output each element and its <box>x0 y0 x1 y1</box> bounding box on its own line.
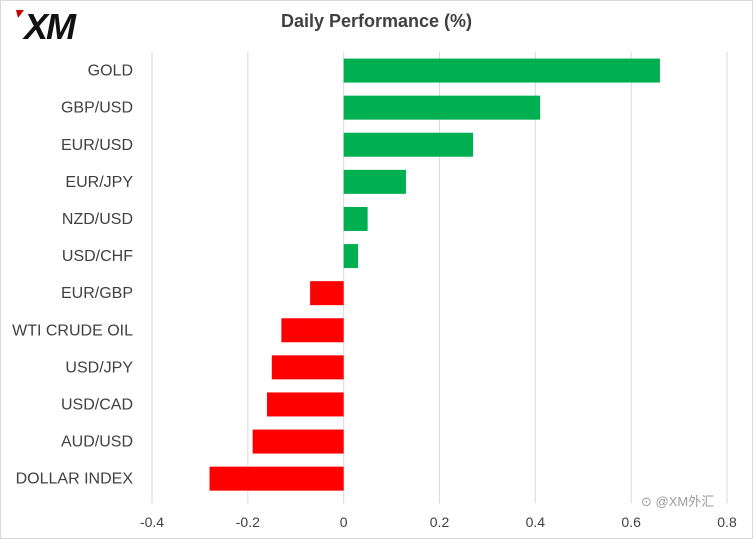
bars <box>209 58 660 491</box>
logo-text: XM <box>22 6 77 46</box>
category-label: GOLD <box>88 63 133 80</box>
category-label: DOLLAR INDEX <box>16 471 134 488</box>
category-label: USD/JPY <box>65 359 133 376</box>
watermark: ⊙ @XM外汇 <box>641 494 715 509</box>
category-label: EUR/USD <box>61 137 133 154</box>
bar <box>267 392 344 417</box>
category-label: AUD/USD <box>61 434 133 451</box>
category-label: EUR/JPY <box>65 174 133 191</box>
xm-logo: XM <box>14 4 110 47</box>
bar <box>310 281 344 306</box>
x-tick-label: 0 <box>340 514 348 530</box>
bar <box>343 244 359 269</box>
x-tick-label: 0.8 <box>717 514 737 530</box>
x-tick-label: -0.2 <box>236 514 260 530</box>
category-label: WTI CRUDE OIL <box>12 322 133 339</box>
bar <box>281 318 344 343</box>
bar <box>343 169 406 194</box>
x-tick-label: 0.6 <box>621 514 641 530</box>
x-tick-label: -0.4 <box>140 514 164 530</box>
category-label: GBP/USD <box>61 100 133 117</box>
bar <box>209 466 344 491</box>
category-label: NZD/USD <box>62 211 133 228</box>
category-label: USD/CHF <box>62 248 133 265</box>
chart-title: Daily Performance (%) <box>280 11 473 31</box>
bar <box>343 95 541 120</box>
category-label: USD/CAD <box>61 396 133 413</box>
x-tick-label: 0.2 <box>430 514 450 530</box>
bar <box>343 206 368 231</box>
bar <box>252 429 344 454</box>
logo-accent-mark <box>16 10 24 18</box>
x-tick-label: 0.4 <box>526 514 546 530</box>
gridlines <box>151 52 728 504</box>
bar <box>343 58 660 83</box>
x-tick-labels: -0.4 -0.2 0 0.2 0.4 0.6 0.8 <box>140 514 737 530</box>
category-label: EUR/GBP <box>61 285 133 302</box>
bar <box>271 355 344 380</box>
bar <box>343 132 474 157</box>
category-labels: GOLD GBP/USD EUR/USD EUR/JPY NZD/USD USD/CHF E… <box>12 63 133 488</box>
